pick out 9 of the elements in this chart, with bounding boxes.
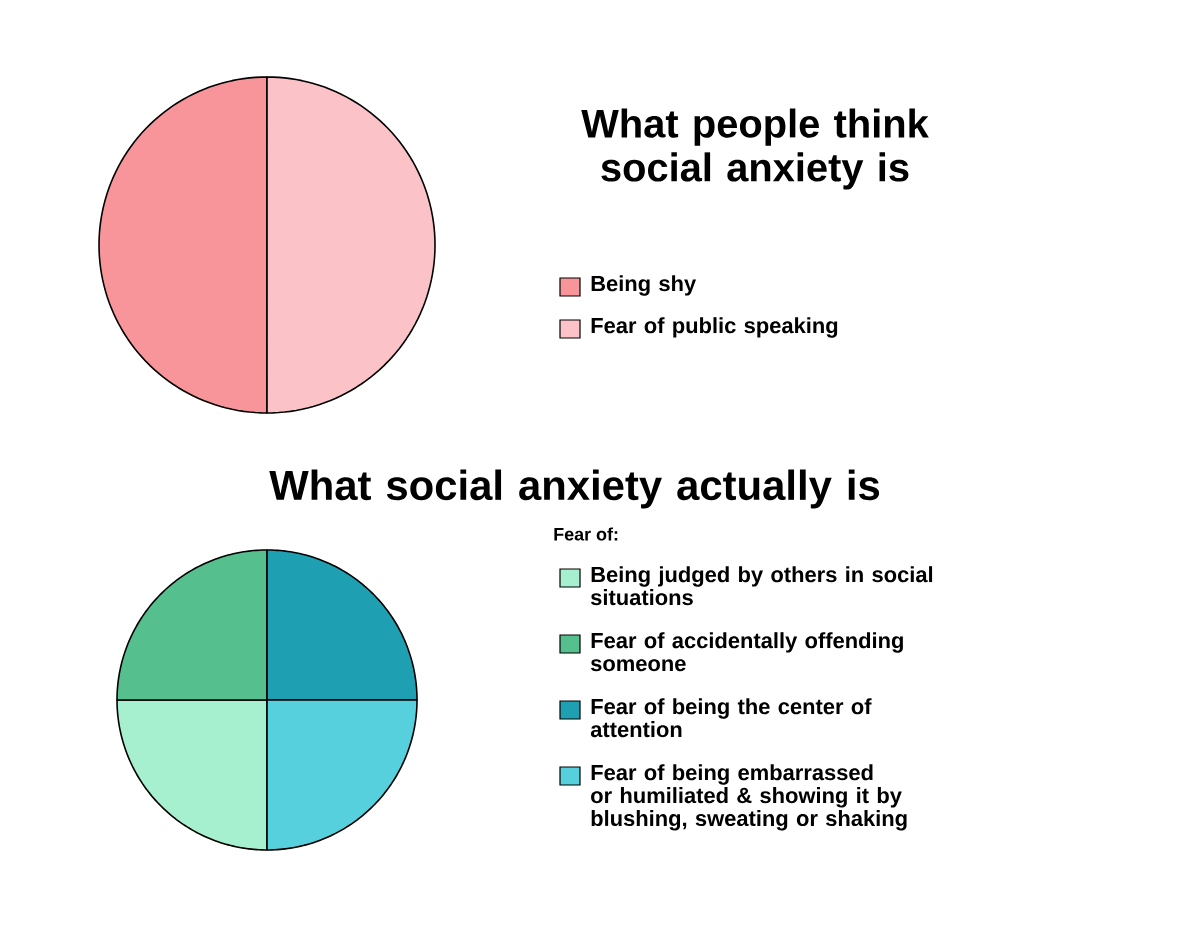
legend-label: Being judged by others in social situations <box>590 566 933 606</box>
legend-label: Fear of being the center of attention <box>590 698 872 738</box>
text: What people think social anxiety is <box>581 108 929 190</box>
legend-label: Fear of public speaking <box>591 317 838 338</box>
legend-label: Being shy <box>591 275 697 296</box>
chart-subtitle: Fear of: <box>554 527 618 541</box>
legend-label: Fear of being embarrassed or humiliated & showing it by blushing, sweating or shaking <box>591 764 907 831</box>
chart-title: What social anxiety actually is <box>269 469 880 509</box>
legend-label: Fear of accidentally offending someone <box>590 632 903 672</box>
